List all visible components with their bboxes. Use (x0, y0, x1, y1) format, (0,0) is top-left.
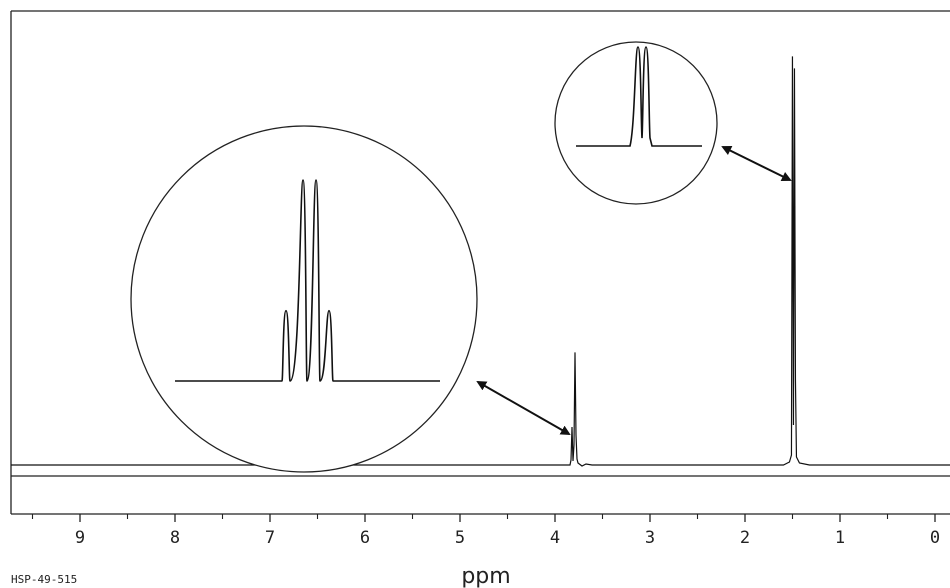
inset-left (130, 125, 478, 473)
x-tick-label: 4 (550, 528, 560, 548)
inset-right (554, 41, 718, 205)
sample-id-label: HSP-49-515 (11, 573, 77, 586)
x-axis: 9 8 7 6 5 4 3 2 1 0 (31, 514, 940, 548)
x-tick-label: 1 (835, 528, 845, 548)
x-axis-label: ppm (461, 564, 510, 588)
x-tick-label: 9 (75, 528, 85, 548)
inset-right-circle (554, 41, 718, 205)
x-tick-label: 0 (930, 528, 940, 548)
x-tick-label: 5 (455, 528, 465, 548)
inset-left-quartet-trace (175, 179, 440, 382)
inset-right-doublet-trace (576, 46, 702, 147)
inset-left-circle (130, 125, 478, 473)
x-tick-label: 6 (360, 528, 370, 548)
x-tick-label: 2 (740, 528, 750, 548)
spectrum-trace (11, 56, 950, 467)
x-tick-label: 8 (170, 528, 180, 548)
arrow-left-peak (476, 381, 571, 435)
x-tick-label: 7 (265, 528, 275, 548)
x-tick-label: 3 (645, 528, 655, 548)
arrow-right-peak (721, 146, 792, 181)
plot-frame (10, 10, 950, 515)
